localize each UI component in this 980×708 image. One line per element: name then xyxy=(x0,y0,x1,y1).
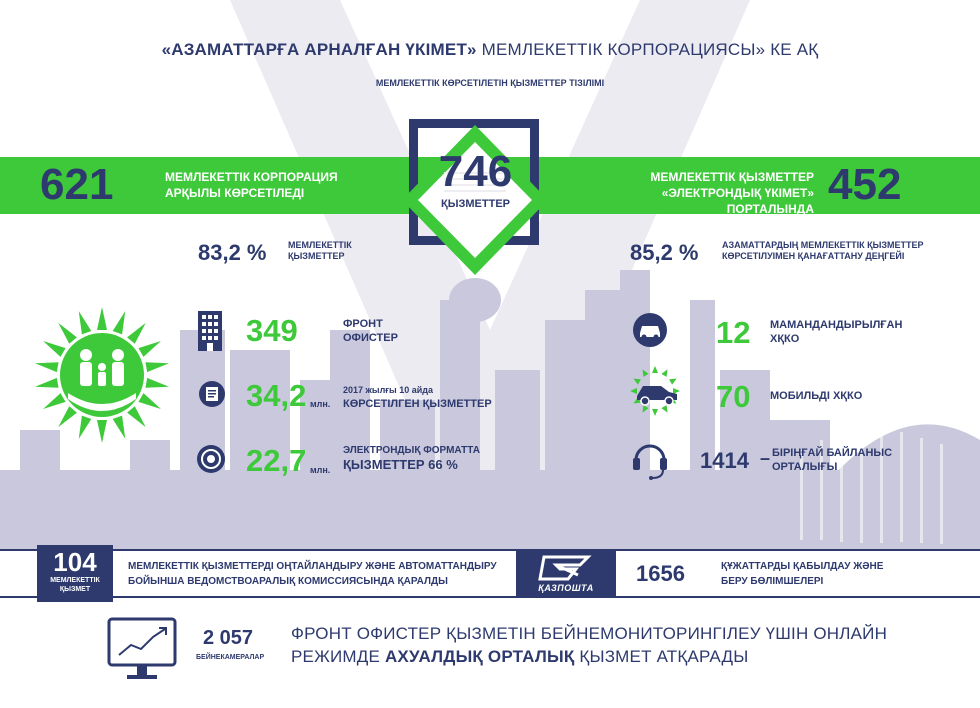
left-stat-3-line2: ҚЫЗМЕТТЕР 66 % xyxy=(343,457,458,472)
monitor-chart-icon xyxy=(107,617,177,679)
left-stat-1-line2: ОФИСТЕР xyxy=(343,332,398,344)
right-stat-1-line2: ХҚКО xyxy=(770,333,800,345)
right-band-line2: «ЭЛЕКТРОНДЫҚ ҮКІМЕТ» ПОРТАЛЫНДА xyxy=(661,186,814,216)
right-pct-line2: КӨРСЕТІЛУІМЕН ҚАНАҒАТТАНУ ДЕҢГЕЙІ xyxy=(722,251,905,261)
branches-text: ҚҰЖАТТАРДЫ ҚАБЫЛДАУ ЖӘНЕ БЕРУ БӨЛІМШЕЛЕР… xyxy=(721,559,883,589)
center-number: 746 xyxy=(438,147,513,196)
right-stat-3-number: 1414 xyxy=(700,448,749,473)
right-stat-2-number: 70 xyxy=(716,379,751,414)
touch-icon xyxy=(197,445,225,473)
watermark-v-shape xyxy=(230,0,750,480)
left-pct-value: 83,2 % xyxy=(198,240,267,265)
left-pct-line2: ҚЫЗМЕТТЕР xyxy=(288,251,345,261)
family-sun-icon xyxy=(35,307,169,443)
right-stat-2-line1: МОБИЛЬДІ ХҚКО xyxy=(770,390,863,402)
monitoring-line2-post: ҚЫЗМЕТ АТҚАРАДЫ xyxy=(579,647,749,666)
left-band-line2: АРҚЫЛЫ КӨРСЕТІЛЕДІ xyxy=(165,186,305,200)
left-pct-line1: МЕМЛЕКЕТТІК xyxy=(288,240,352,250)
monitoring-line1: ФРОНТ ОФИСТЕР ҚЫЗМЕТІН БЕЙНЕМОНИТОРИНГІЛ… xyxy=(291,624,888,643)
right-band-text: МЕМЛЕКЕТТІК ҚЫЗМЕТТЕР «ЭЛЕКТРОНДЫҚ ҮКІМЕ… xyxy=(574,169,814,217)
info-strip xyxy=(0,549,980,598)
left-stat-2-line2: КӨРСЕТІЛГЕН ҚЫЗМЕТТЕР xyxy=(343,398,492,410)
kazpost-label: ҚАЗПОШТА xyxy=(538,583,594,593)
monitoring-line2-pre: РЕЖИМДЕ xyxy=(291,647,381,666)
left-stat-1-number: 349 xyxy=(246,313,298,348)
commission-line1: МЕМЛЕКЕТТІК ҚЫЗМЕТТЕРДІ ОҢТАЙЛАНДЫРУ ЖӘН… xyxy=(128,561,497,572)
commission-line2: БОЙЫНША ВЕДОМСТВОАРАЛЫҚ КОМИССИЯСЫНДА ҚА… xyxy=(128,576,448,587)
left-stat-1-line1: ФРОНТ xyxy=(343,318,383,330)
right-stat-3-label: БІРІҢҒАЙ БАЙЛАНЫС ОРТАЛЫҒЫ xyxy=(772,446,892,474)
center-diamond xyxy=(402,125,548,275)
headset-icon xyxy=(633,444,667,480)
services-count-number: 104 xyxy=(53,547,97,577)
left-stat-3-unit: млн. xyxy=(310,465,331,475)
left-band-text: МЕМЛЕКЕТТІК КОРПОРАЦИЯ АРҚЫЛЫ КӨРСЕТІЛЕД… xyxy=(165,169,338,201)
services-count-line1: МЕМЛЕКЕТТІК xyxy=(50,577,100,584)
branches-number: 1656 xyxy=(636,561,685,586)
left-stat-3-line1: ЭЛЕКТРОНДЫҚ ФОРМАТТА xyxy=(343,445,480,456)
cameras-number: 2 057 xyxy=(203,627,254,649)
right-stat-3-dash: – xyxy=(760,448,771,468)
left-stat-3-number: 22,7 xyxy=(246,443,307,478)
left-stat-2-unit: млн. xyxy=(310,399,331,409)
monitoring-line2: РЕЖИМДЕ АХУАЛДЫҚ ОРТАЛЫҚ ҚЫЗМЕТ АТҚАРАДЫ xyxy=(291,645,887,668)
right-stat-1-label: МАМАНДАНДЫРЫЛҒАН ХҚКО xyxy=(770,318,902,346)
left-stat-1-label: ФРОНТ ОФИСТЕР xyxy=(343,317,398,345)
page-subtitle: МЕМЛЕКЕТТІК КӨРСЕТІЛЕТІН ҚЫЗМЕТТЕР ТІЗІЛ… xyxy=(375,78,605,88)
branches-line2: БЕРУ БӨЛІМШЕЛЕРІ xyxy=(721,576,824,587)
page-title-rest: МЕМЛЕКЕТТІК КОРПОРАЦИЯСЫ» КЕ АҚ xyxy=(481,40,819,59)
right-pct-line1: АЗАМАТТАРДЫҢ МЕМЛЕКЕТТІК ҚЫЗМЕТТЕР xyxy=(722,240,924,250)
left-stat-2-small: 2017 жылғы 10 айда xyxy=(343,385,434,395)
skyline-silhouette xyxy=(0,270,980,550)
monitoring-text: ФРОНТ ОФИСТЕР ҚЫЗМЕТІН БЕЙНЕМОНИТОРИНГІЛ… xyxy=(291,622,887,668)
right-band-line1: МЕМЛЕКЕТТІК ҚЫЗМЕТТЕР xyxy=(650,170,814,184)
right-stat-1-number: 12 xyxy=(716,315,751,350)
monitoring-line2-bold: АХУАЛДЫҚ ОРТАЛЫҚ xyxy=(384,647,575,666)
mobile-car-icon xyxy=(630,366,680,416)
right-band-number: 452 xyxy=(828,160,902,209)
building-icon xyxy=(198,311,222,351)
services-count-box: 104 МЕМЛЕКЕТТІК ҚЫЗМЕТ xyxy=(37,545,113,602)
commission-text: МЕМЛЕКЕТТІК ҚЫЗМЕТТЕРДІ ОҢТАЙЛАНДЫРУ ЖӘН… xyxy=(128,559,497,589)
left-stat-2-number: 34,2 xyxy=(246,378,307,413)
right-stat-1-line1: МАМАНДАНДЫРЫЛҒАН xyxy=(770,319,903,331)
branches-line1: ҚҰЖАТТАРДЫ ҚАБЫЛДАУ ЖӘНЕ xyxy=(721,561,884,572)
car-icon xyxy=(633,313,667,347)
services-count-line2: ҚЫЗМЕТ xyxy=(59,586,91,593)
page-title-bold: «АЗАМАТТАРҒА АРНАЛҒАН ҮКІМЕТ» xyxy=(161,40,477,59)
left-band-line1: МЕМЛЕКЕТТІК КОРПОРАЦИЯ xyxy=(165,170,338,184)
left-band-number: 621 xyxy=(40,160,114,209)
page-title: «АЗАМАТТАРҒА АРНАЛҒАН ҮКІМЕТ» МЕМЛЕКЕТТІ… xyxy=(0,40,980,60)
right-pct-label: АЗАМАТТАРДЫҢ МЕМЛЕКЕТТІК ҚЫЗМЕТТЕР КӨРСЕ… xyxy=(722,240,924,262)
kazpost-logo: ҚАЗПОШТА xyxy=(516,551,616,596)
left-pct-label: МЕМЛЕКЕТТІК ҚЫЗМЕТТЕР xyxy=(288,240,352,262)
left-stat-3-label: ЭЛЕКТРОНДЫҚ ФОРМАТТА ҚЫЗМЕТТЕР 66 % xyxy=(343,444,480,472)
document-icon xyxy=(199,381,225,407)
cameras-label: БЕЙНЕКАМЕРАЛАР xyxy=(196,654,265,661)
right-stat-3-line2: ОРТАЛЫҒЫ xyxy=(772,461,838,473)
right-stat-3-line1: БІРІҢҒАЙ БАЙЛАНЫС xyxy=(772,447,893,459)
center-label: ҚЫЗМЕТТЕР xyxy=(441,198,510,210)
kazpost-logo-icon xyxy=(538,555,592,581)
right-pct-value: 85,2 % xyxy=(630,240,699,265)
